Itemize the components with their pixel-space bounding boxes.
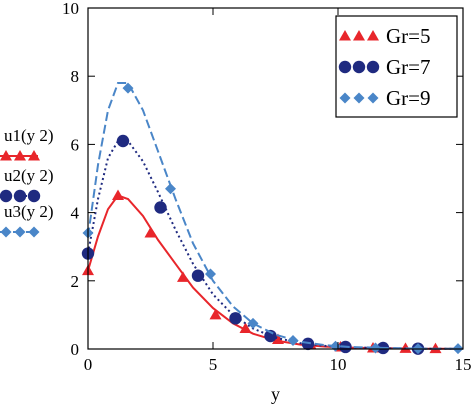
series-1-point-5 (209, 308, 222, 320)
plot-area (81, 82, 464, 355)
y-axis-label-2-marker-3 (27, 189, 41, 203)
series-3-point-2 (122, 82, 134, 94)
x-tick-label-0: 0 (84, 355, 93, 374)
series-2-point-2 (116, 134, 130, 148)
series-2-point-5 (229, 312, 242, 325)
y-axis-label-3-marker-1 (0, 226, 12, 238)
y-tick-label-6: 6 (71, 135, 80, 154)
y-axis-label-2-text: u2(y 2) (4, 166, 54, 185)
series-3-line (87, 82, 463, 350)
series-1-point-2 (112, 189, 124, 201)
legend-marker-3-1 (339, 92, 351, 104)
series-2-point-7 (301, 337, 315, 351)
x-tick-label-15: 15 (455, 355, 472, 374)
series-3-point-3 (165, 183, 176, 195)
series-3-point-4 (205, 268, 216, 280)
axes: 0 5 10 15 0 2 4 6 8 10 (62, 0, 472, 374)
y-tick-label-8: 8 (71, 67, 80, 86)
y-axis-label-3-marker-2 (14, 226, 26, 238)
y-axis-label-3: u3(y 2) (0, 202, 54, 238)
series-2 (81, 134, 463, 355)
plot-frame (87, 7, 464, 350)
x-tick-label-10: 10 (330, 355, 347, 374)
series-1-point-6 (239, 322, 252, 334)
y-axis-label-1: u1(y 2) (0, 126, 54, 161)
y-axis-label-1-marker-3 (28, 150, 40, 161)
series-1 (82, 189, 463, 354)
legend-marker-2-1 (338, 60, 352, 74)
legend-marker-1-1 (339, 30, 351, 41)
series-1-line (87, 194, 463, 350)
y-tick-label-2: 2 (71, 272, 80, 291)
legend-label-3: Gr=9 (386, 86, 431, 110)
legend-marker-3-3 (367, 92, 379, 104)
y-axis-label-3-marker-3 (28, 226, 40, 238)
legend-label-2: Gr=7 (386, 55, 431, 79)
series-2-point-4 (191, 269, 205, 282)
legend-marker-1-2 (353, 30, 365, 41)
y-axis-label-1-marker-2 (14, 150, 26, 161)
y-tick-label-0: 0 (71, 340, 80, 359)
y-axis-label-1-marker-1 (0, 150, 12, 161)
legend-marker-2-3 (366, 60, 380, 74)
x-axis-title: y (271, 384, 280, 404)
series-2-line (87, 140, 463, 350)
series-3-point-5 (247, 317, 259, 329)
y-tick-label-10: 10 (62, 0, 79, 18)
series-1-point-7 (272, 333, 284, 344)
series-2-point-6 (264, 329, 277, 343)
legend-entry-1: Gr=5 (339, 24, 431, 48)
y-axis-label-1-text: u1(y 2) (4, 126, 54, 145)
series-3-point-8 (370, 342, 381, 354)
series-3-point-6 (287, 334, 299, 346)
legend-marker-2-2 (352, 60, 366, 74)
legend-label-1: Gr=5 (386, 24, 431, 48)
y-axis-label-2-marker-2 (13, 189, 27, 203)
y-axis-label-3-text: u3(y 2) (4, 202, 54, 221)
x-tick-label-5: 5 (209, 355, 218, 374)
legend-entry-3: Gr=9 (339, 86, 431, 110)
y-axis-labels: u1(y 2) u2(y 2) u3(y 2) (0, 126, 54, 238)
legend-marker-1-3 (367, 30, 379, 41)
legend-entry-2: Gr=7 (338, 55, 431, 79)
y-axis-label-2: u2(y 2) (0, 166, 54, 203)
series-2-point-3 (154, 201, 167, 214)
series-1-point-3 (144, 227, 157, 238)
legend-marker-3-2 (353, 92, 365, 104)
series-1-point-4 (177, 271, 189, 282)
legend: Gr=5 Gr=7 Gr=9 (335, 15, 458, 118)
y-tick-label-4: 4 (71, 204, 80, 223)
series-3 (82, 82, 464, 355)
y-axis-label-2-marker-1 (0, 189, 13, 203)
